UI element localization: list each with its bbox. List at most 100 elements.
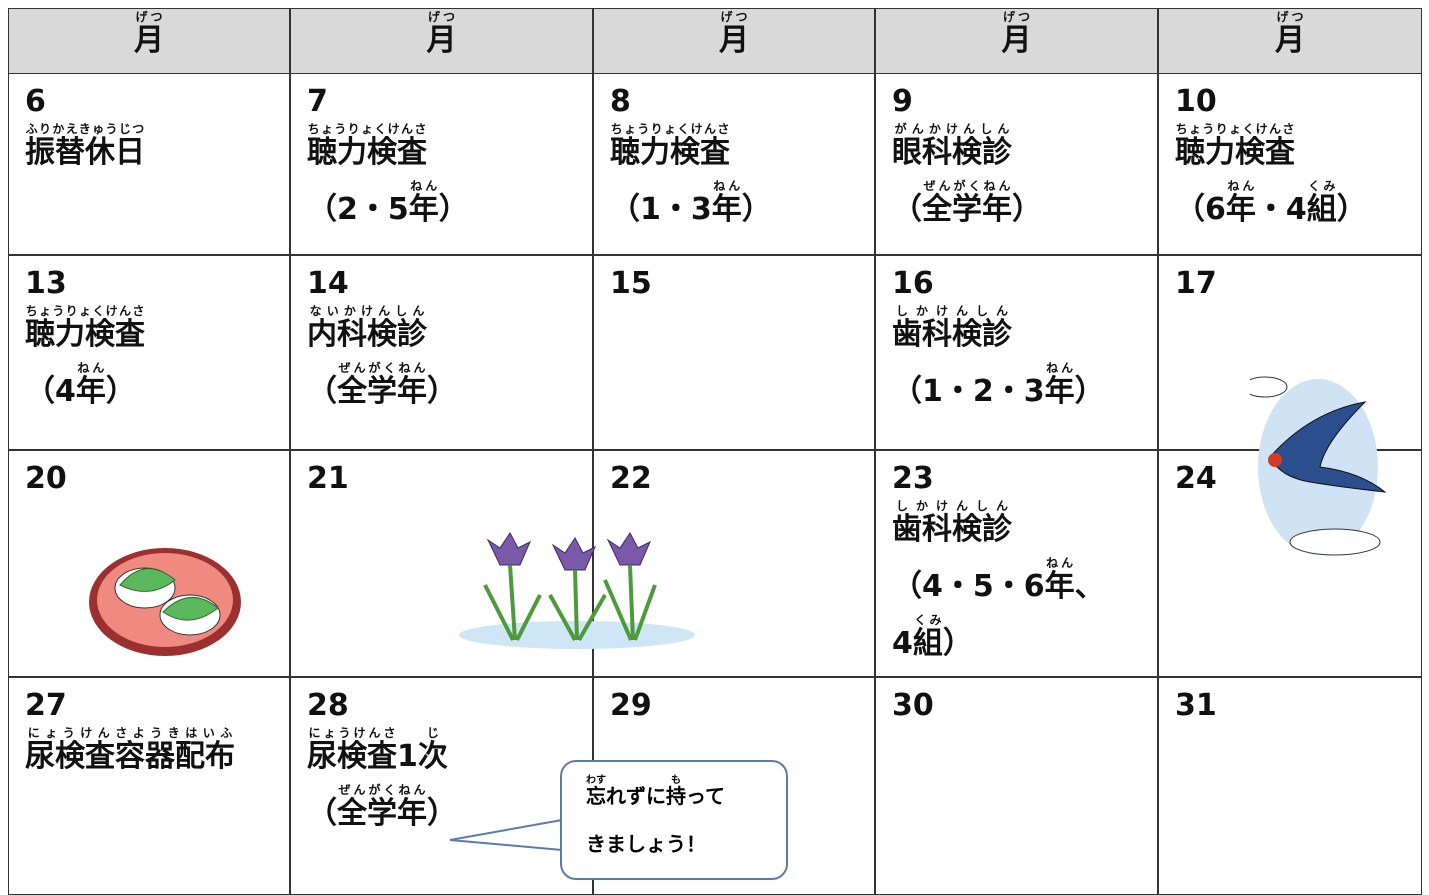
header-cell: 月げつ	[290, 8, 593, 74]
text: （	[307, 374, 337, 409]
ruby-text: 持も	[666, 775, 686, 808]
ruby-text: 聴力検査ちょうりょくけんさ	[1175, 122, 1295, 170]
furigana: ちょうりょくけんさ	[25, 304, 145, 318]
day-cell: 30	[875, 677, 1158, 895]
text: ）	[427, 796, 457, 831]
event-line: （全学年ぜんがくねん）	[307, 361, 576, 418]
text: （4	[25, 374, 76, 409]
bubble-tail	[449, 819, 563, 851]
text: （	[892, 192, 922, 227]
day-cell: 9 眼科検診がんかけんしん （全学年ぜんがくねん）	[875, 73, 1158, 255]
furigana: ねん	[408, 179, 439, 193]
swallow-illustration	[1250, 376, 1387, 556]
day-number: 10	[1175, 84, 1217, 119]
furigana: ねん	[711, 179, 742, 193]
base-text: 年	[75, 374, 106, 409]
ruby-text: 聴力検査ちょうりょくけんさ	[25, 304, 145, 352]
ruby-text: 年ねん	[1045, 556, 1075, 604]
base-text: 眼科検診	[892, 135, 1012, 170]
base-text: 月	[426, 23, 457, 58]
day-cell: 23 歯科検診しかけんしん （4・5・6年ねん、 4組くみ）	[875, 450, 1158, 677]
base-text: 月	[134, 23, 164, 58]
mochi-illustration	[89, 548, 241, 656]
furigana: くみ	[1306, 179, 1337, 193]
event-line: 聴力検査ちょうりょくけんさ	[610, 122, 858, 179]
text: （1・2・3	[892, 374, 1045, 409]
bubble-line: 忘わすれずに持もって	[586, 772, 762, 820]
day-cell: 22	[593, 450, 875, 677]
ruby-text: 内科検診ないかけんしん	[307, 304, 427, 352]
event-line: （1・3年ねん）	[610, 179, 858, 236]
ruby-text: 組くみ	[912, 613, 943, 661]
base-text: 歯科検診	[892, 317, 1012, 352]
base-text: 持	[666, 784, 686, 808]
text: ・4	[1255, 192, 1307, 227]
text: ）	[942, 626, 973, 661]
day-number: 6	[25, 84, 46, 119]
day-number: 9	[892, 84, 913, 119]
base-text: 内科検診	[307, 317, 427, 352]
ruby-text: 全学年ぜんがくねん	[922, 179, 1012, 227]
event-line: 聴力検査ちょうりょくけんさ	[25, 304, 273, 361]
ruby-text: 月げつ	[134, 10, 164, 58]
base-text: 月	[719, 23, 749, 58]
base-text: 尿検査	[307, 739, 397, 774]
ruby-text: 年ねん	[1045, 361, 1075, 409]
header-cell: 月げつ	[1158, 8, 1422, 74]
furigana: ねん	[1044, 361, 1075, 375]
text: 1	[397, 739, 418, 774]
base-text: 振替休日	[25, 135, 145, 170]
day-number: 31	[1175, 688, 1217, 723]
base-text: 全学年	[337, 796, 427, 831]
ruby-text: 尿検査容器配布にょうけんさようきはいふ	[25, 726, 235, 774]
furigana: ぜんがくねん	[922, 179, 1012, 193]
furigana: にょうけんさようきはいふ	[25, 726, 235, 740]
event-line: 尿検査にょうけんさ1次じ	[307, 726, 576, 783]
day-number: 23	[892, 461, 934, 496]
text: ）	[438, 192, 469, 227]
text: れずに	[606, 784, 666, 808]
event-line: 歯科検診しかけんしん	[892, 304, 1141, 361]
text: ）	[427, 374, 457, 409]
ruby-text: 月げつ	[719, 10, 749, 58]
day-cell: 13 聴力検査ちょうりょくけんさ （4年ねん）	[8, 255, 290, 450]
text: ）	[741, 192, 772, 227]
base-text: 忘	[586, 784, 606, 808]
day-number: 16	[892, 266, 934, 301]
base-text: 年	[1225, 192, 1256, 227]
day-number: 20	[25, 461, 67, 496]
base-text: 聴力検査	[1175, 135, 1295, 170]
day-cell: 16 歯科検診しかけんしん （1・2・3年ねん）	[875, 255, 1158, 450]
ruby-text: 忘わす	[586, 775, 606, 808]
event-line: （2・5年ねん）	[307, 179, 576, 236]
base-text: 月	[1001, 23, 1032, 58]
furigana: にょうけんさ	[307, 726, 397, 740]
base-text: 全学年	[337, 374, 427, 409]
event-line: 聴力検査ちょうりょくけんさ	[307, 122, 576, 179]
furigana: ぜんがくねん	[337, 783, 427, 797]
text: （	[307, 796, 337, 831]
ruby-text: 月げつ	[1001, 10, 1032, 58]
text: ）	[1074, 374, 1105, 409]
furigana: げつ	[1001, 10, 1032, 24]
ruby-text: 組くみ	[1307, 179, 1337, 227]
base-text: 全学年	[922, 192, 1012, 227]
event-line: （全学年ぜんがくねん）	[892, 179, 1141, 236]
event-line: 尿検査容器配布にょうけんさようきはいふ	[25, 726, 273, 783]
event-line: （6年ねん・4組くみ）	[1175, 179, 1405, 236]
day-number: 14	[307, 266, 349, 301]
base-text: 組	[912, 626, 943, 661]
ruby-text: 歯科検診しかけんしん	[892, 304, 1012, 352]
day-cell: 27 尿検査容器配布にょうけんさようきはいふ	[8, 677, 290, 895]
iris-illustration	[459, 532, 695, 649]
ruby-text: 聴力検査ちょうりょくけんさ	[307, 122, 427, 170]
text: ）	[1336, 192, 1367, 227]
ruby-text: 全学年ぜんがくねん	[337, 783, 427, 831]
bubble-line: きましょう！	[586, 820, 762, 868]
text: ）	[1012, 192, 1042, 227]
base-text: 月	[1275, 23, 1305, 58]
day-cell: 6 振替休日ふりかえきゅうじつ	[8, 73, 290, 255]
header-cell: 月げつ	[8, 8, 290, 74]
day-number: 13	[25, 266, 67, 301]
